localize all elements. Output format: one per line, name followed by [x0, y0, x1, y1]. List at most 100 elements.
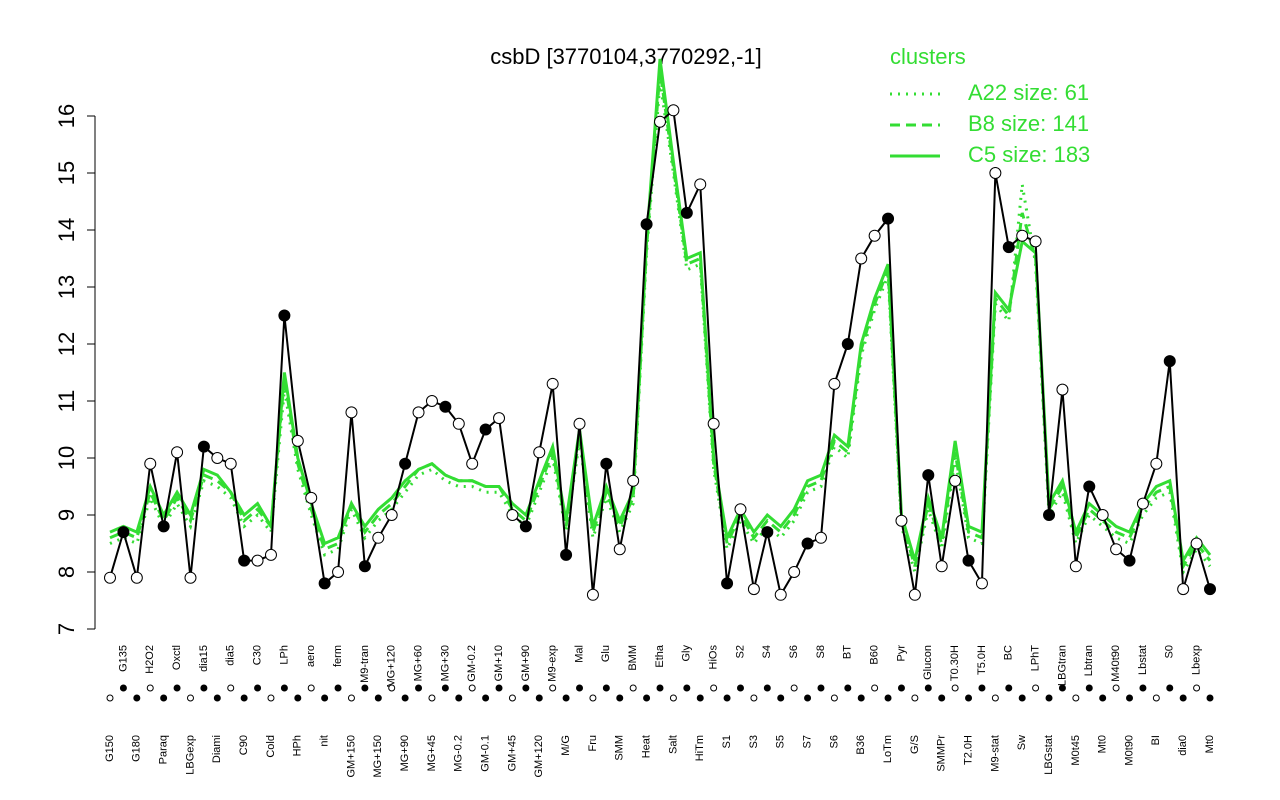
y-tick-label: 13 — [54, 275, 79, 299]
x-tick-label: C90 — [238, 735, 250, 755]
x-tick-label: HiOs — [708, 645, 720, 670]
x-tick-label: MG+45 — [426, 735, 438, 771]
data-point — [868, 229, 881, 242]
data-point — [922, 469, 935, 482]
data-point — [479, 423, 492, 436]
x-dot — [321, 694, 329, 702]
x-dot — [1206, 694, 1214, 702]
x-dot — [602, 684, 610, 692]
data-point — [211, 452, 224, 464]
x-dot — [361, 684, 369, 692]
data-point — [506, 509, 519, 521]
data-point — [949, 474, 962, 487]
data-point — [1002, 241, 1015, 254]
x-tick-label: LBGstat — [1043, 735, 1055, 775]
x-tick-label: T5.0H — [976, 645, 988, 675]
x-tick-label: SMMPr — [936, 735, 948, 772]
data-point — [345, 406, 358, 419]
data-point — [305, 491, 318, 504]
x-dot — [696, 694, 704, 702]
data-point — [157, 520, 170, 533]
data-point — [788, 566, 801, 578]
x-dot — [924, 684, 932, 692]
x-dot — [897, 684, 905, 692]
x-dot — [683, 684, 691, 692]
x-dot — [844, 684, 852, 692]
x-dot — [669, 694, 677, 702]
y-tick-label: 12 — [54, 332, 79, 356]
data-point — [667, 104, 680, 117]
data-point — [425, 395, 438, 407]
x-tick-label: GM-0.1 — [480, 735, 492, 772]
x-tick-label: M0t90 — [1123, 735, 1135, 766]
x-dot — [763, 684, 771, 692]
data-point — [533, 446, 546, 459]
data-point — [694, 178, 707, 191]
x-dot — [710, 684, 718, 692]
x-tick-label: Salt — [667, 735, 679, 754]
x-tick-label: MG+90 — [399, 735, 411, 771]
x-tick-label: LBGexp — [184, 735, 196, 775]
x-dot — [938, 694, 946, 702]
x-tick-label: aero — [305, 645, 317, 667]
data-point — [761, 526, 774, 539]
x-tick-label: HiTm — [694, 735, 706, 761]
data-point — [251, 554, 264, 567]
data-point — [707, 417, 720, 430]
x-dot — [750, 694, 758, 702]
x-dot — [388, 684, 396, 692]
x-dot — [562, 694, 570, 702]
x-tick-label: LPhT — [1030, 645, 1042, 672]
data-point — [1177, 583, 1190, 596]
x-tick-label: nit — [319, 735, 331, 747]
x-dot — [817, 684, 825, 692]
data-point — [895, 514, 908, 527]
x-tick-label: MG+30 — [439, 645, 451, 681]
data-point — [747, 583, 760, 596]
x-dot — [871, 684, 879, 692]
x-dot — [1126, 694, 1134, 702]
x-tick-label: M/G — [560, 735, 572, 756]
data-point — [332, 566, 345, 578]
x-tick-label: S6 — [788, 645, 800, 658]
data-point — [104, 571, 116, 584]
x-dot — [951, 684, 959, 692]
x-tick-label: BT — [842, 645, 854, 659]
x-tick-label: MG-0.2 — [453, 735, 465, 772]
x-tick-label: Gly — [681, 645, 693, 662]
data-point — [117, 526, 130, 539]
x-tick-label: M40t90 — [1110, 645, 1122, 682]
x-dot — [1152, 694, 1160, 702]
x-dot — [991, 694, 999, 702]
x-dot — [830, 694, 838, 702]
legend-label: A22 size: 61 — [968, 80, 1089, 105]
x-tick-label: Mt0 — [1097, 735, 1109, 753]
series-line — [109, 108, 1211, 598]
x-tick-label: S6 — [828, 735, 840, 748]
x-dot — [643, 694, 651, 702]
x-dot — [415, 684, 423, 692]
x-tick-label: S4 — [761, 645, 773, 658]
x-tick-label: Pyr — [895, 645, 907, 662]
x-dot — [1112, 684, 1120, 692]
legend-label: B8 size: 141 — [968, 111, 1089, 136]
data-point — [1056, 383, 1069, 396]
x-tick-label: MG+60 — [412, 645, 424, 681]
data-point — [1016, 229, 1029, 242]
x-tick-label: Sw — [1016, 735, 1028, 750]
data-point — [640, 218, 653, 231]
y-tick-label: 14 — [54, 218, 79, 242]
x-dot — [267, 694, 275, 702]
data-point — [144, 457, 157, 470]
x-tick-label: Oxctl — [171, 645, 183, 670]
x-tick-label: G/S — [909, 735, 921, 754]
data-point — [184, 571, 197, 584]
data-point — [1069, 560, 1082, 573]
x-tick-label: B60 — [869, 645, 881, 665]
x-dot — [777, 694, 785, 702]
x-tick-label: Cold — [265, 735, 277, 758]
x-dot — [549, 684, 557, 692]
x-tick-label: S8 — [815, 645, 827, 658]
y-tick-label: 11 — [54, 390, 79, 413]
x-dot — [1058, 684, 1066, 692]
